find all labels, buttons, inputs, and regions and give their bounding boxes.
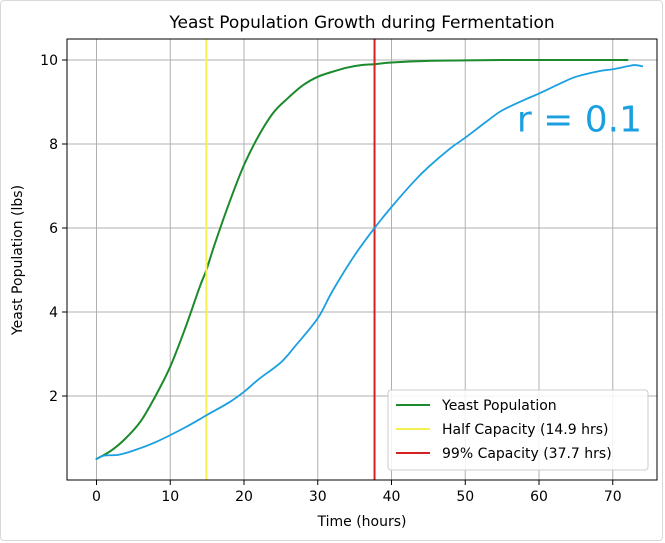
handdrawn-curve [95,64,644,460]
legend-label: Half Capacity (14.9 hrs) [442,422,608,438]
x-axis-label: Time (hours) [317,514,407,530]
y-tick-label: 8 [49,137,58,153]
plot-area [66,38,658,481]
legend-box [387,389,649,471]
x-tick-label: 0 [92,489,101,505]
yeast-population-line [95,58,629,460]
annotation-text: r = 0.1 [517,99,642,140]
tick-marks [62,59,614,485]
x-tick-label: 40 [383,489,401,505]
y-tick-label: 6 [49,221,58,237]
y-tick-label: 2 [49,389,58,405]
y-tick-label: 4 [49,305,58,321]
x-tick-label: 70 [604,489,622,505]
x-tick-label: 10 [161,489,179,505]
x-tick-label: 20 [235,489,253,505]
legend: Yeast Population Half Capacity (14.9 hrs)… [387,389,649,471]
x-tick-label: 30 [309,489,327,505]
chart-title: Yeast Population Growth during Fermentat… [168,13,554,33]
y-tick-label: 10 [40,53,58,69]
legend-label: 99% Capacity (37.7 hrs) [442,446,612,462]
x-tick-label: 60 [530,489,548,505]
y-tick-labels: 2 4 6 8 10 [40,53,58,405]
legend-items: Yeast Population Half Capacity (14.9 hrs)… [396,398,612,462]
annotations: r = 0.1 [517,99,642,140]
y-axis-label: Yeast Population (lbs) [10,185,26,336]
x-tick-labels: 0 10 20 30 40 50 60 70 [92,489,622,505]
x-tick-label: 50 [456,489,474,505]
series-layer [95,39,644,480]
legend-label: Yeast Population [441,398,557,414]
